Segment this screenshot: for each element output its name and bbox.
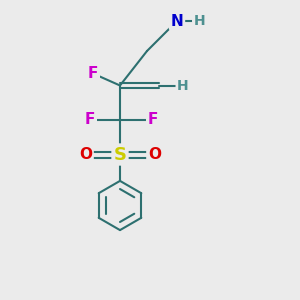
Text: H: H: [177, 79, 189, 92]
Text: F: F: [88, 66, 98, 81]
Text: S: S: [113, 146, 127, 164]
Text: F: F: [85, 112, 95, 128]
Text: O: O: [148, 147, 161, 162]
Text: N: N: [171, 14, 183, 28]
Text: H: H: [194, 14, 205, 28]
Text: O: O: [79, 147, 92, 162]
Text: F: F: [148, 112, 158, 128]
